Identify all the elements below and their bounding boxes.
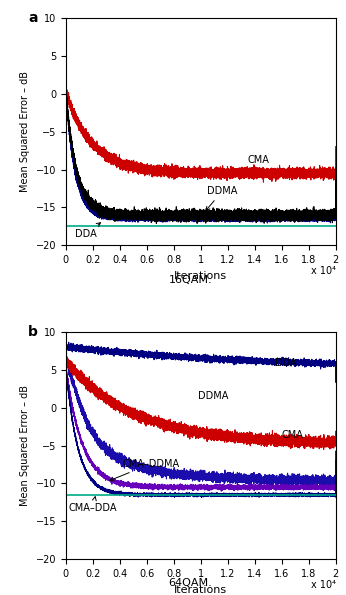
Text: CMA: CMA — [282, 430, 303, 440]
Text: 64QAM.: 64QAM. — [169, 578, 212, 588]
X-axis label: Iterations: Iterations — [174, 271, 227, 281]
Text: CMA–DDA: CMA–DDA — [69, 497, 117, 513]
Text: x 10⁴: x 10⁴ — [311, 266, 336, 276]
X-axis label: Iterations: Iterations — [174, 584, 227, 594]
Text: DDA: DDA — [275, 358, 297, 368]
Text: CMA–DDMA: CMA–DDMA — [110, 459, 180, 481]
Text: DDA: DDA — [75, 223, 100, 239]
Text: a: a — [28, 11, 37, 25]
Text: DDMA: DDMA — [206, 186, 238, 211]
Text: DDMA: DDMA — [198, 390, 228, 400]
Y-axis label: Mean Squared Error – dB: Mean Squared Error – dB — [20, 385, 30, 506]
Text: x 10⁴: x 10⁴ — [311, 580, 336, 590]
Text: CMA: CMA — [248, 155, 270, 165]
Y-axis label: Mean Squared Error – dB: Mean Squared Error – dB — [20, 71, 30, 192]
Text: 16QAM.: 16QAM. — [169, 275, 212, 284]
Text: b: b — [28, 325, 38, 339]
